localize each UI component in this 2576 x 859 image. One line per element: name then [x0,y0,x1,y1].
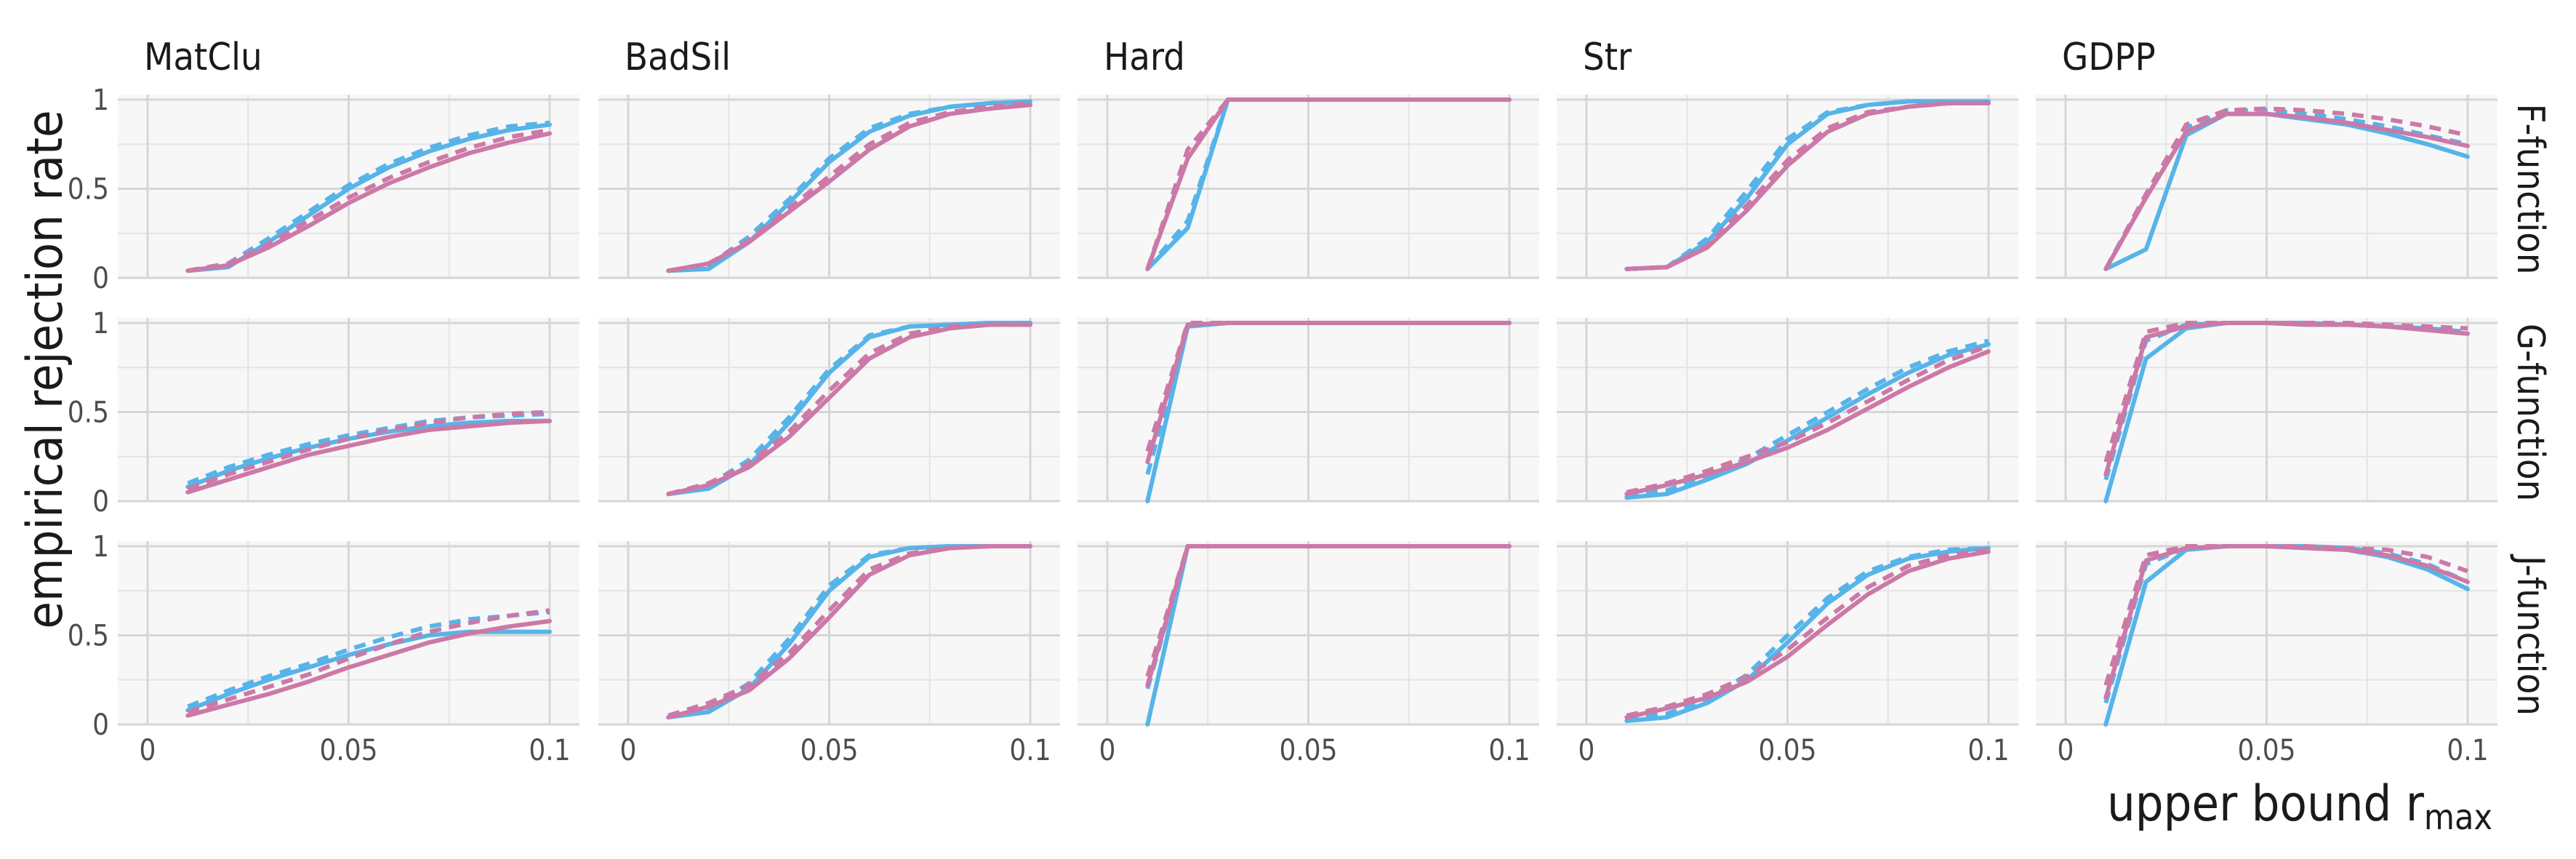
panel-gdpp-j-function [2036,541,2497,727]
panel-badsil-j-function [598,541,1060,726]
series-line-blue-solid [1624,546,1991,724]
y-tick-label: 0 [92,262,109,295]
series-line-blue-dashed [1626,99,1989,271]
y-axis-label: empirical rejection rate [17,110,74,628]
panel-matclu-g-function [118,318,579,503]
series-line-pink-dashed [1145,321,1509,452]
panel-hard-g-function [1078,318,1539,503]
x-axis-label: upper bound rmax [2107,775,2492,838]
series-line-blue-solid [185,418,552,490]
x-tick-label: 0.1 [2447,734,2488,767]
series-line-blue-solid [1624,342,1991,500]
y-tick-label: 0 [92,708,109,742]
series-line-pink-dashed [187,608,550,714]
x-tick-label: 0.1 [1967,734,2009,767]
x-tick-label: 0.05 [1758,734,1816,767]
y-tick-label: 1 [92,84,109,117]
panel-matclu-f-function [118,95,579,279]
series-line-blue-dashed [187,412,550,486]
series-line-blue-dashed [1626,546,1989,722]
series-line-pink-dashed [667,100,1031,273]
column-title-hard: Hard [1104,36,1185,79]
series-line-pink-dashed [187,409,550,491]
x-tick-label: 0.05 [800,734,858,767]
x-tick-label: 0.1 [1488,734,1530,767]
series-line-pink-dashed [667,544,1030,718]
panel-matclu-j-function [118,541,579,726]
y-tick-label: 0.5 [68,396,109,430]
row-strip-g-function: G-function [2508,324,2552,501]
series-line-pink-dashed [1145,97,1509,270]
series-line-blue-dashed [1145,97,1509,271]
x-tick-label: 0 [1099,734,1116,767]
x-tick-label: 0 [620,734,637,767]
series-line-pink-dashed [2103,544,2469,686]
column-title-gdpp: GDPP [2062,36,2156,79]
series-line-pink-dashed [2103,321,2468,463]
series-line-pink-dashed [187,127,550,273]
panel-str-g-function [1557,318,2018,503]
series-line-blue-dashed [187,120,550,273]
panel-gdpp-g-function [2036,318,2497,503]
y-tick-label: 0 [92,485,109,519]
column-title-matclu: MatClu [144,36,262,79]
series-line-pink-solid [1145,97,1512,271]
x-axis-label-subscript: max [2424,797,2492,838]
panel-hard-j-function [1078,541,1539,727]
row-strip-f-function: F-function [2508,104,2552,275]
series-line-pink-dashed [1626,344,1989,495]
series-line-blue-dashed [1626,338,1989,498]
x-tick-label: 0 [1578,734,1595,767]
series-line-pink-solid [185,418,552,495]
panel-gdpp-f-function [2036,95,2497,279]
series-line-pink-dashed [1145,544,1509,677]
panel-str-f-function [1557,95,2018,279]
panel-hard-f-function [1078,95,1539,279]
x-tick-label: 0 [2058,734,2074,767]
series-line-pink-dashed [2103,106,2468,271]
series-line-pink-dashed [1626,100,1989,271]
row-strip-j-function: J-function [2508,554,2552,716]
series-line-pink-solid [1624,549,1991,720]
x-tick-label: 0.05 [319,734,377,767]
column-title-badsil: BadSil [625,36,731,79]
series-line-pink-solid [185,618,552,718]
series-line-pink-solid [185,131,552,273]
y-tick-label: 0.5 [68,173,109,207]
x-axis-label-main: upper bound r [2107,775,2425,833]
column-title-str: Str [1583,36,1632,79]
x-tick-label: 0.1 [1009,734,1051,767]
panel-str-j-function [1557,541,2018,726]
x-tick-label: 0.05 [1279,734,1337,767]
x-tick-label: 0.05 [2237,734,2295,767]
x-tick-label: 0.1 [529,734,570,767]
y-tick-label: 1 [92,307,109,340]
y-tick-label: 1 [92,530,109,564]
x-tick-label: 0 [140,734,156,767]
series-line-pink-solid [1624,349,1991,497]
y-tick-label: 0.5 [68,620,109,653]
series-line-pink-solid [2103,111,2470,271]
series-line-pink-dashed [667,322,1030,497]
panel-badsil-g-function [598,318,1060,503]
series-line-pink-dashed [1626,547,1989,718]
panel-badsil-f-function [598,95,1060,279]
